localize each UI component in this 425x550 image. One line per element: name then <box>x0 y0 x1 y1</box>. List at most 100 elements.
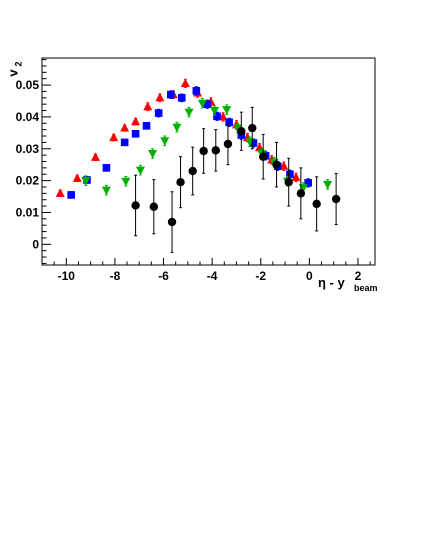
circle-marker <box>167 217 177 227</box>
data-point <box>304 178 312 188</box>
square-marker <box>304 179 312 187</box>
square-marker <box>142 122 151 130</box>
x-tick-label: -8 <box>110 269 121 283</box>
circle-marker <box>211 146 220 155</box>
data-point <box>55 188 65 198</box>
y-tick-label: 0 <box>32 237 39 251</box>
data-point <box>167 90 175 99</box>
data-point <box>284 157 293 207</box>
circle-marker <box>188 166 197 176</box>
y-tick-label: 0.04 <box>16 110 40 124</box>
data-point <box>177 93 186 103</box>
circle-marker <box>223 139 233 149</box>
circle-marker <box>199 146 208 156</box>
data-point <box>120 138 129 147</box>
triangle-down-marker <box>222 106 232 115</box>
data-point <box>291 172 301 183</box>
square-marker <box>249 139 258 147</box>
data-point <box>81 175 91 186</box>
data-point <box>155 92 165 103</box>
x-tick-label: 0 <box>306 269 313 283</box>
data-point <box>143 101 153 112</box>
square-marker <box>120 138 129 147</box>
triangle-up-marker <box>291 172 301 181</box>
triangle-up-marker <box>218 111 228 121</box>
data-point <box>120 123 130 132</box>
series-triangle-down <box>81 97 333 196</box>
triangle-up-marker <box>155 92 165 102</box>
triangle-up-marker <box>279 161 289 170</box>
square-marker <box>225 118 233 127</box>
x-tick-label: -10 <box>58 269 76 283</box>
circle-marker <box>248 123 257 133</box>
square-marker <box>67 191 75 199</box>
data-point <box>296 167 306 220</box>
triangle-down-marker <box>101 186 111 196</box>
data-point <box>135 164 145 176</box>
data-point <box>188 146 197 196</box>
x-axis-label-subscript: beam <box>354 283 378 293</box>
data-point <box>248 106 257 150</box>
data-point <box>223 122 233 166</box>
data-point <box>184 106 194 118</box>
data-point <box>272 141 281 188</box>
data-point <box>331 173 341 226</box>
y-axis-label: v <box>6 69 21 77</box>
triangle-down-marker <box>121 177 131 187</box>
data-point <box>102 164 111 172</box>
data-point <box>192 86 201 96</box>
square-marker <box>131 129 140 138</box>
data-point <box>142 122 151 130</box>
series-circle <box>131 106 341 253</box>
y-tick-label: 0.02 <box>16 174 40 188</box>
triangle-up-marker <box>143 101 153 111</box>
axes: -10 -8 -6 -4 -2 0 2 0 0.01 0.02 0.03 0.04 0.05 <box>16 59 371 283</box>
triangle-up-marker <box>90 152 100 161</box>
plot-frame <box>41 57 376 266</box>
circle-marker <box>284 178 293 187</box>
data-point <box>131 116 141 126</box>
square-marker <box>177 94 186 102</box>
triangle-down-marker <box>210 107 220 116</box>
x-tick-label: -2 <box>255 269 266 283</box>
triangle-up-marker <box>72 173 82 182</box>
triangle-down-marker <box>135 166 145 176</box>
square-marker <box>167 90 175 99</box>
data-point <box>109 132 119 142</box>
circle-marker <box>149 202 159 211</box>
data-point <box>323 179 333 190</box>
data-point <box>199 128 208 174</box>
y-tick-label: 0.05 <box>16 78 40 92</box>
square-marker <box>286 170 294 179</box>
triangle-down-marker <box>81 177 91 186</box>
triangle-down-marker <box>172 123 182 133</box>
data-point <box>131 174 140 237</box>
data-marks <box>55 78 341 253</box>
data-point <box>148 148 158 159</box>
x-axis-label: η - y <box>318 275 345 290</box>
x-tick-label: -4 <box>207 269 218 283</box>
y-axis-label-subscript: 2 <box>13 61 23 66</box>
triangle-down-marker <box>233 124 243 134</box>
triangle-up-marker <box>131 116 141 126</box>
data-point <box>211 129 220 172</box>
data-point <box>67 191 75 199</box>
x-tick-label: -6 <box>158 269 169 283</box>
circle-marker <box>176 178 185 187</box>
data-point <box>72 173 82 183</box>
data-point <box>172 121 182 133</box>
data-point <box>180 78 190 89</box>
data-point <box>218 111 228 122</box>
data-point <box>197 97 207 109</box>
triangle-up-marker <box>109 132 119 142</box>
triangle-down-marker <box>160 137 170 146</box>
data-point <box>131 129 140 138</box>
circle-marker <box>237 127 246 136</box>
circle-marker <box>272 160 281 169</box>
circle-marker <box>312 199 321 209</box>
square-marker <box>203 100 212 108</box>
data-point <box>121 175 131 187</box>
data-point <box>101 184 111 196</box>
